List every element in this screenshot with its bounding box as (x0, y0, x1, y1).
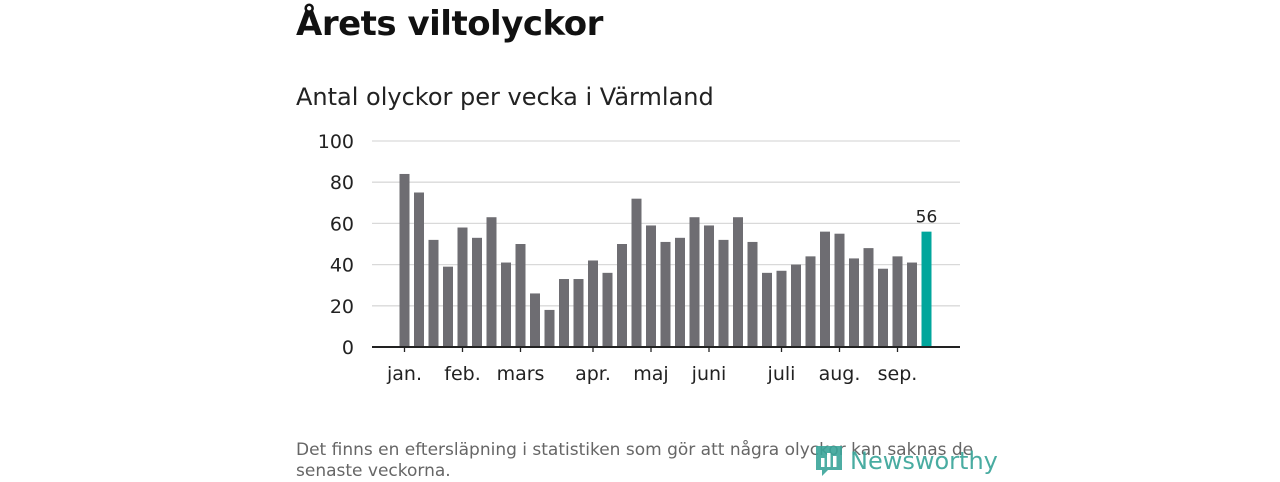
bar (501, 262, 511, 347)
bar (602, 272, 613, 347)
bar (791, 264, 801, 347)
y-tick-label: 40 (330, 255, 354, 277)
bar (414, 192, 424, 347)
bar (588, 260, 598, 347)
bar (834, 233, 845, 347)
bar (907, 262, 917, 347)
bar (472, 237, 482, 347)
x-tick-label: maj (633, 363, 668, 385)
bar (573, 279, 584, 347)
highlight-value-label: 56 (916, 208, 938, 228)
y-tick-label: 100 (318, 131, 354, 153)
bar (747, 241, 758, 347)
bar (544, 309, 555, 347)
bar (515, 244, 526, 347)
bar (486, 217, 497, 347)
bar (443, 266, 453, 347)
bar (863, 248, 874, 347)
y-tick-label: 60 (330, 213, 354, 235)
x-tick-label: apr. (575, 363, 611, 385)
bar (457, 227, 468, 347)
x-tick-label: feb. (444, 363, 480, 385)
bar (617, 244, 627, 347)
bar (428, 239, 439, 347)
bar (530, 293, 540, 347)
bar (559, 279, 569, 347)
newsworthy-bar-chart-icon (816, 446, 842, 476)
logo-text: Newsworthy (850, 447, 998, 475)
bar (892, 256, 903, 347)
bar (733, 217, 743, 347)
y-tick-label: 0 (342, 337, 354, 359)
bar-chart: 0 20 40 60 80 100 jan. feb. mars apr. maj juni juli a… (318, 131, 960, 385)
x-tick-label: juli (767, 363, 796, 385)
bar (762, 272, 772, 347)
bar (399, 173, 410, 347)
bar (718, 239, 729, 347)
chart-subtitle: Antal olyckor per vecka i Värmland (296, 83, 714, 111)
x-tick-label: sep. (878, 363, 918, 385)
footnote: Det finns en eftersläpning i statistiken… (296, 440, 974, 481)
highlighted-bar (921, 231, 932, 347)
bar (704, 225, 714, 347)
bar (689, 217, 700, 347)
bar (849, 258, 859, 347)
newsworthy-logo[interactable]: Newsworthy (814, 444, 998, 478)
bar (820, 231, 830, 347)
bar (878, 268, 888, 347)
x-tick-label: aug. (819, 363, 861, 385)
x-tick-label: jan. (386, 363, 422, 385)
bar (646, 225, 656, 347)
bar (660, 241, 671, 347)
bar (805, 256, 816, 347)
bar (675, 237, 685, 347)
x-tick-label: juni (691, 363, 727, 385)
x-tick-label: mars (497, 363, 545, 385)
chart-title: Årets viltolyckor (296, 4, 603, 44)
y-tick-label: 80 (330, 172, 354, 194)
y-tick-label: 20 (330, 296, 354, 318)
bar (631, 198, 642, 347)
bar (776, 270, 787, 347)
